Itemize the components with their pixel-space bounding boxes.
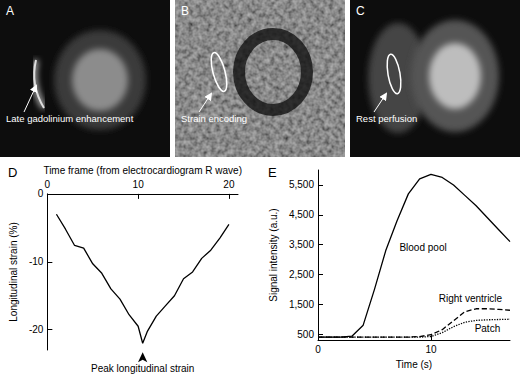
svg-text:Longitudinal strain (%): Longitudinal strain (%) xyxy=(8,222,19,322)
svg-text:0: 0 xyxy=(315,344,321,355)
svg-text:3,500: 3,500 xyxy=(289,239,314,250)
svg-text:1,500: 1,500 xyxy=(289,299,314,310)
svg-text:10: 10 xyxy=(133,179,145,190)
svg-text:A: A xyxy=(6,4,14,18)
svg-text:20: 20 xyxy=(223,179,235,190)
svg-text:0: 0 xyxy=(38,188,44,199)
svg-text:B: B xyxy=(181,4,189,18)
svg-text:Time (s): Time (s) xyxy=(396,359,432,370)
svg-text:Blood pool: Blood pool xyxy=(399,242,446,253)
svg-text:500: 500 xyxy=(297,329,314,340)
svg-text:10: 10 xyxy=(425,344,437,355)
svg-text:Peak longitudinal strain: Peak longitudinal strain xyxy=(91,363,194,374)
svg-text:Late gadolinium enhancement: Late gadolinium enhancement xyxy=(6,113,134,124)
svg-text:0: 0 xyxy=(45,179,51,190)
svg-text:Patch: Patch xyxy=(475,323,501,334)
svg-text:-10: -10 xyxy=(29,256,44,267)
svg-text:D: D xyxy=(8,165,17,180)
svg-text:Signal intensity (a.u.): Signal intensity (a.u.) xyxy=(268,208,279,301)
svg-text:-20: -20 xyxy=(29,324,44,335)
svg-text:2,500: 2,500 xyxy=(289,269,314,280)
svg-text:Right ventricle: Right ventricle xyxy=(439,293,503,304)
svg-text:5,500: 5,500 xyxy=(289,179,314,190)
svg-text:E: E xyxy=(268,165,277,180)
svg-text:4,500: 4,500 xyxy=(289,209,314,220)
svg-text:C: C xyxy=(356,4,365,18)
svg-text:Time frame (from electrocardio: Time frame (from electrocardiogram R wav… xyxy=(43,165,242,176)
svg-text:Rest perfusion: Rest perfusion xyxy=(356,113,417,124)
svg-text:Strain encoding: Strain encoding xyxy=(181,113,247,124)
